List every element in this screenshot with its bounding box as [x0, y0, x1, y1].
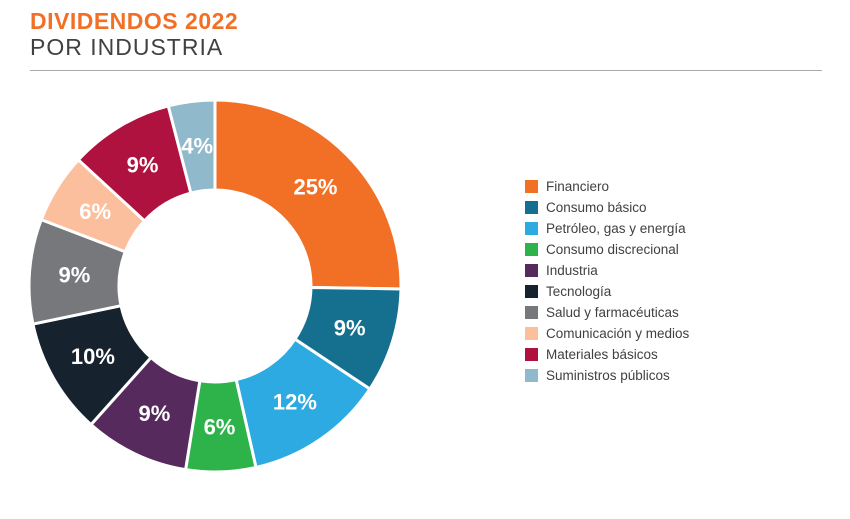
- slice-percentage-label: 6%: [79, 199, 111, 224]
- legend-item-6: Salud y farmacéuticas: [525, 305, 689, 320]
- slice-percentage-label: 9%: [334, 315, 366, 340]
- page-subtitle: POR INDUSTRIA: [30, 34, 224, 61]
- legend-swatch: [525, 222, 538, 235]
- donut-segment-0: [213, 98, 403, 291]
- page-title: DIVIDENDOS 2022: [30, 8, 239, 34]
- legend-label: Salud y farmacéuticas: [546, 305, 679, 320]
- slice-percentage-label: 9%: [139, 401, 171, 426]
- legend-swatch: [525, 327, 538, 340]
- legend-swatch: [525, 348, 538, 361]
- legend-label: Materiales básicos: [546, 347, 658, 362]
- header: DIVIDENDOS 2022 POR INDUSTRIA: [0, 0, 850, 61]
- legend-label: Tecnología: [546, 284, 612, 299]
- legend-item-7: Comunicación y medios: [525, 326, 690, 341]
- legend: Financiero Consumo básico Petróleo, gas y …: [525, 179, 690, 390]
- legend-item-4: Industria: [525, 263, 689, 278]
- slice-percentage-label: 4%: [181, 134, 213, 159]
- legend-swatch: [525, 369, 538, 382]
- legend-item-3: Consumo discrecional: [525, 242, 689, 257]
- legend-label: Petróleo, gas y energía: [546, 221, 686, 236]
- legend-item-8: Materiales básicos: [525, 347, 689, 362]
- legend-swatch: [525, 285, 538, 298]
- slice-percentage-label: 10%: [71, 344, 115, 369]
- legend-swatch: [525, 201, 538, 214]
- legend-label: Financiero: [546, 179, 610, 194]
- slice-percentage-label: 12%: [273, 390, 317, 415]
- legend-swatch: [525, 243, 538, 256]
- slice-percentage-label: 6%: [204, 414, 236, 439]
- donut-chart: 25% 9% 12% 6% 9% 10% 9% 6% 9% 4%: [27, 98, 403, 474]
- divider: [30, 69, 822, 71]
- slice-percentage-label: 9%: [127, 153, 159, 178]
- legend-item-5: Tecnología: [525, 284, 689, 299]
- legend-label: Industria: [546, 263, 598, 278]
- donut-segment-9: [166, 98, 217, 195]
- slice-percentage-label: 25%: [293, 175, 337, 200]
- legend-item-1: Consumo básico: [525, 200, 689, 215]
- legend-swatch: [525, 264, 538, 277]
- legend-item-0: Financiero: [525, 179, 689, 194]
- slice-percentage-label: 9%: [59, 262, 91, 287]
- legend-item-9: Suministros públicos: [525, 368, 689, 383]
- legend-label: Suministros públicos: [546, 368, 670, 383]
- legend-label: Consumo discrecional: [546, 242, 679, 257]
- legend-label: Comunicación y medios: [546, 326, 690, 341]
- legend-swatch: [525, 180, 538, 193]
- legend-item-2: Petróleo, gas y energía: [525, 221, 689, 236]
- legend-label: Consumo básico: [546, 200, 647, 215]
- legend-swatch: [525, 306, 538, 319]
